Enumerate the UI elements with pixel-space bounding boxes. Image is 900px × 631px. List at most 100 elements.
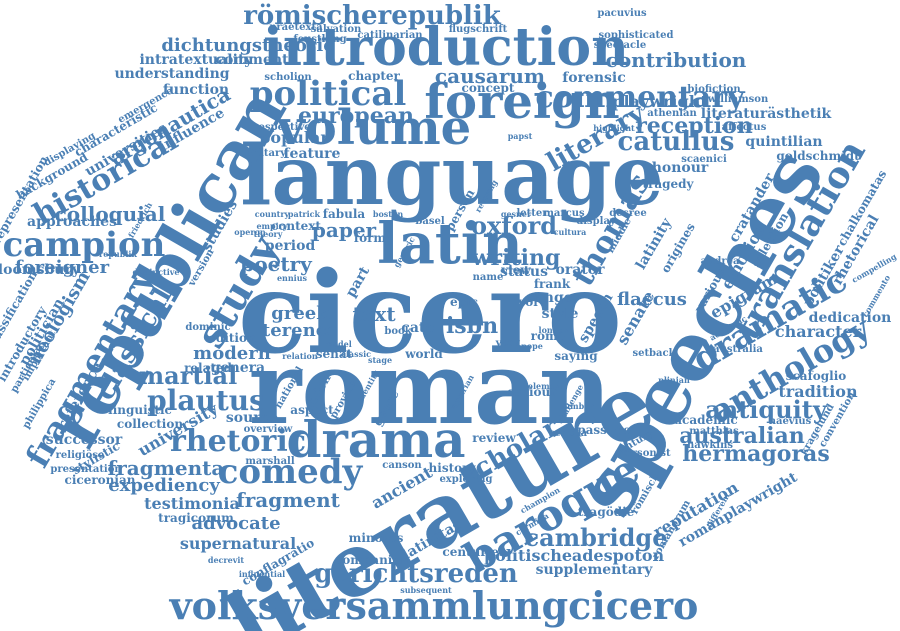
word-arsonist: arsonist — [625, 448, 671, 459]
word-comedy: comedy — [217, 452, 363, 492]
word-popular: popular — [259, 128, 329, 147]
word-republik: republik — [99, 249, 137, 259]
word-flaccus: flaccus — [617, 289, 687, 310]
word-theory: theory — [253, 229, 283, 239]
word-comment: comment — [215, 52, 289, 68]
word-relation: relation — [282, 351, 318, 361]
word-romischerepublik: römischerepublik — [243, 1, 501, 31]
word-cicero: cicero — [238, 248, 622, 379]
word-ciceronian: ciceronian — [64, 473, 136, 487]
word-period: period — [264, 238, 316, 254]
word-tragicorum: tragicorum — [158, 511, 234, 525]
word-boston: boston — [372, 209, 404, 219]
word-political: political — [249, 74, 407, 114]
word-presentation: presentation — [50, 464, 122, 475]
word-expediency: expediency — [108, 475, 220, 496]
word-scafoglio: scafoglio — [785, 369, 847, 383]
word-papst: papst — [507, 131, 533, 141]
word-fragmenta: fragmenta — [107, 456, 225, 480]
word-patrick: patrick — [287, 209, 321, 219]
word-seneca: seneca — [548, 428, 588, 439]
word-marcus: marcus — [543, 208, 585, 219]
word-aspect: aspect — [290, 403, 334, 417]
word-quintilian: quintilian — [745, 134, 823, 150]
word-athenian: athenian — [647, 108, 697, 119]
word-related: related — [184, 361, 232, 375]
word-adespoton: adespoton — [571, 546, 665, 565]
word-fragment: fragment — [236, 488, 340, 512]
word-number: number — [558, 401, 594, 411]
word-empiry: empiry — [256, 221, 288, 231]
word-literaturasthetik: literaturästhetik — [700, 106, 832, 122]
word-context: context — [271, 219, 321, 233]
word-writing: writing — [471, 245, 561, 271]
word-affectus: affectus — [721, 122, 767, 133]
word-character: character — [774, 322, 862, 341]
word-genera: genera — [210, 360, 266, 376]
word-review: review — [472, 431, 516, 445]
word-naevius: naevius — [768, 416, 812, 427]
word-centuries: centuries — [442, 545, 506, 559]
word-subsequent: subsequent — [400, 585, 452, 595]
word-ennius: ennius — [276, 273, 308, 283]
word-colloquial: colloquial — [54, 202, 166, 226]
word-overview: overview — [243, 424, 293, 435]
word-decrevit: decrevit — [207, 555, 245, 565]
word-operon: operon — [234, 227, 266, 237]
word-york: york — [495, 338, 521, 349]
word-companion: companion — [334, 553, 410, 567]
word-view: view — [501, 263, 531, 277]
word-cato: cato — [401, 320, 435, 336]
word-collection: collection — [116, 417, 184, 431]
word-highlight: highlight — [593, 123, 635, 133]
word-senat: senat — [315, 347, 353, 361]
word-frank: frank — [533, 277, 571, 291]
word-paper: paper — [311, 218, 377, 242]
word-hermagoras: hermagoras — [682, 441, 830, 467]
word-drama: drama — [286, 410, 466, 469]
word-model: model — [324, 339, 352, 349]
word-foreign: foreign — [424, 74, 620, 130]
word-poetry: poetry — [240, 252, 312, 276]
word-source: source — [225, 410, 279, 426]
word-andrea: andrea — [700, 256, 740, 267]
word-name: name — [472, 272, 504, 283]
word-linguistic: linguistic — [108, 403, 172, 417]
word-williamson: williamson — [707, 94, 769, 105]
word-greek: greek — [271, 303, 329, 324]
word-modern: modern — [193, 343, 271, 364]
word-tradition: tradition — [778, 382, 858, 401]
word-stage: stage — [367, 355, 393, 365]
word-function: function — [162, 82, 230, 98]
word-passage: passage — [577, 423, 631, 437]
word-world: world — [405, 347, 443, 361]
word-supernatural: supernatural — [179, 534, 297, 553]
word-commentary: commentary — [535, 80, 745, 115]
word-history: history — [428, 461, 476, 475]
word-saviour: saviour — [507, 385, 557, 399]
word-pope: pope — [521, 341, 543, 351]
word-politische: politische — [483, 546, 573, 565]
word-understanding: understanding — [114, 66, 230, 82]
word-status: status — [500, 264, 548, 280]
word-minores: minores — [348, 531, 404, 545]
word-approaches: approaches — [27, 214, 117, 230]
word-volksversammlungcicero: volksversammlungcicero — [169, 583, 699, 628]
word-canson: canson — [382, 460, 422, 471]
word-range: range — [527, 290, 573, 306]
word-biofiction: biofiction — [687, 84, 741, 95]
word-martial: martial — [138, 361, 238, 390]
word-form: form — [353, 231, 387, 245]
word-gerichtsreden: gerichtsreden — [314, 559, 518, 589]
word-forensic: forensic — [562, 70, 626, 86]
word-respective: respective — [253, 122, 311, 133]
word-academic: academic — [674, 413, 738, 427]
word-catilinarian: catilinarian — [357, 30, 423, 41]
word-roman: roman — [248, 329, 612, 447]
word-epic: epic — [450, 295, 478, 309]
word-volume: volume — [276, 100, 472, 156]
word-saying: saying — [554, 349, 598, 363]
word-religiose: religiöse — [55, 450, 105, 461]
word-classic: classic — [340, 349, 372, 359]
word-london: london — [538, 325, 570, 335]
